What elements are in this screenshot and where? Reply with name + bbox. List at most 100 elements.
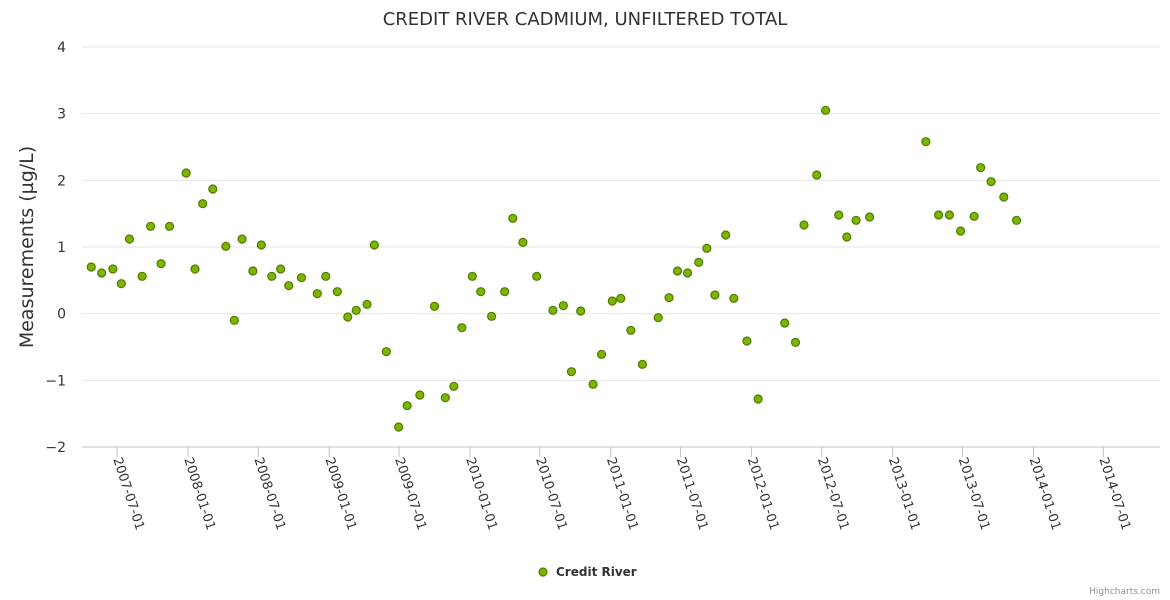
- data-point[interactable]: [137, 271, 147, 281]
- data-point[interactable]: [284, 281, 294, 291]
- data-point[interactable]: [156, 259, 166, 269]
- data-point[interactable]: [198, 199, 208, 209]
- y-tick-label: 4: [57, 40, 66, 56]
- data-point[interactable]: [267, 271, 277, 281]
- x-tick-label: 2009-01-01: [321, 456, 359, 532]
- data-point[interactable]: [566, 367, 577, 377]
- data-point[interactable]: [864, 212, 875, 222]
- data-point[interactable]: [181, 168, 191, 178]
- data-point[interactable]: [116, 279, 126, 289]
- data-point[interactable]: [429, 301, 440, 311]
- data-point[interactable]: [146, 221, 156, 231]
- data-point[interactable]: [97, 268, 107, 278]
- data-point[interactable]: [362, 299, 372, 309]
- data-point[interactable]: [955, 226, 966, 236]
- data-point[interactable]: [457, 323, 467, 333]
- data-point[interactable]: [682, 268, 693, 278]
- data-point[interactable]: [164, 221, 175, 231]
- data-point[interactable]: [487, 311, 497, 321]
- data-point[interactable]: [976, 163, 986, 173]
- data-point[interactable]: [467, 271, 477, 281]
- data-point[interactable]: [221, 241, 231, 251]
- data-point[interactable]: [237, 234, 247, 244]
- data-point[interactable]: [332, 287, 342, 297]
- credits-link[interactable]: Highcharts.com: [1089, 587, 1160, 597]
- data-point[interactable]: [440, 393, 450, 403]
- data-point[interactable]: [934, 210, 944, 220]
- data-point[interactable]: [653, 313, 663, 323]
- data-point[interactable]: [842, 232, 852, 242]
- data-point[interactable]: [190, 264, 200, 274]
- data-point[interactable]: [229, 315, 239, 325]
- x-tick-label: 2012-07-01: [814, 456, 852, 532]
- data-point[interactable]: [369, 240, 379, 250]
- data-point[interactable]: [312, 289, 322, 299]
- x-tick-label: 2009-07-01: [391, 456, 429, 532]
- data-point[interactable]: [449, 381, 459, 391]
- data-point[interactable]: [124, 234, 135, 244]
- data-point[interactable]: [710, 290, 720, 300]
- data-point[interactable]: [394, 422, 404, 432]
- data-point[interactable]: [208, 184, 218, 194]
- data-point[interactable]: [851, 215, 861, 225]
- data-point[interactable]: [558, 301, 568, 311]
- legend-item-credit-river[interactable]: Credit River: [556, 565, 637, 579]
- y-tick-label: −2: [45, 440, 66, 456]
- x-tick-label: 2008-01-01: [180, 456, 218, 532]
- data-point[interactable]: [500, 287, 510, 297]
- data-point[interactable]: [415, 390, 425, 400]
- x-tick-label: 2010-07-01: [532, 456, 570, 532]
- data-point[interactable]: [637, 359, 648, 369]
- data-point[interactable]: [607, 296, 617, 306]
- data-point[interactable]: [626, 325, 636, 335]
- series-credit-river-points: [86, 105, 1022, 432]
- y-tick-label: 0: [57, 307, 66, 323]
- data-point[interactable]: [999, 192, 1009, 202]
- data-point[interactable]: [476, 287, 486, 297]
- data-point[interactable]: [969, 211, 979, 221]
- data-point[interactable]: [729, 293, 739, 303]
- data-point[interactable]: [548, 305, 558, 315]
- data-point[interactable]: [588, 379, 598, 389]
- chart-title: CREDIT RIVER CADMIUM, UNFILTERED TOTAL: [383, 9, 788, 30]
- data-point[interactable]: [616, 293, 626, 303]
- data-point[interactable]: [1011, 215, 1022, 225]
- data-point[interactable]: [799, 220, 809, 230]
- data-point[interactable]: [780, 318, 790, 328]
- data-point[interactable]: [343, 312, 353, 322]
- data-point[interactable]: [351, 305, 361, 315]
- data-point[interactable]: [702, 243, 712, 253]
- data-point[interactable]: [694, 257, 704, 267]
- data-point[interactable]: [812, 170, 822, 180]
- data-point[interactable]: [596, 349, 607, 359]
- data-point[interactable]: [921, 137, 931, 147]
- data-point[interactable]: [532, 271, 542, 281]
- data-point[interactable]: [518, 237, 528, 247]
- data-point[interactable]: [296, 273, 307, 283]
- data-point[interactable]: [672, 266, 683, 276]
- data-point[interactable]: [381, 347, 391, 357]
- y-tick-label: −1: [45, 373, 66, 389]
- data-point[interactable]: [402, 401, 412, 411]
- data-point[interactable]: [256, 240, 266, 250]
- x-tick-label: 2010-01-01: [462, 456, 500, 532]
- x-tick-label: 2011-07-01: [673, 456, 711, 532]
- data-point[interactable]: [508, 213, 518, 223]
- data-point[interactable]: [86, 262, 96, 272]
- legend[interactable]: Credit River: [538, 565, 637, 579]
- data-point[interactable]: [321, 271, 331, 281]
- data-point[interactable]: [721, 230, 731, 240]
- data-point[interactable]: [944, 210, 955, 220]
- data-point[interactable]: [834, 210, 844, 220]
- data-point[interactable]: [790, 337, 801, 347]
- data-point[interactable]: [664, 293, 674, 303]
- data-point[interactable]: [753, 394, 763, 404]
- data-point[interactable]: [108, 264, 118, 274]
- data-point[interactable]: [742, 336, 752, 346]
- data-point[interactable]: [576, 306, 586, 316]
- data-point[interactable]: [821, 105, 831, 115]
- data-point[interactable]: [248, 266, 258, 276]
- data-point[interactable]: [986, 177, 996, 187]
- data-point[interactable]: [276, 264, 286, 274]
- y-tick-label: 2: [57, 173, 66, 189]
